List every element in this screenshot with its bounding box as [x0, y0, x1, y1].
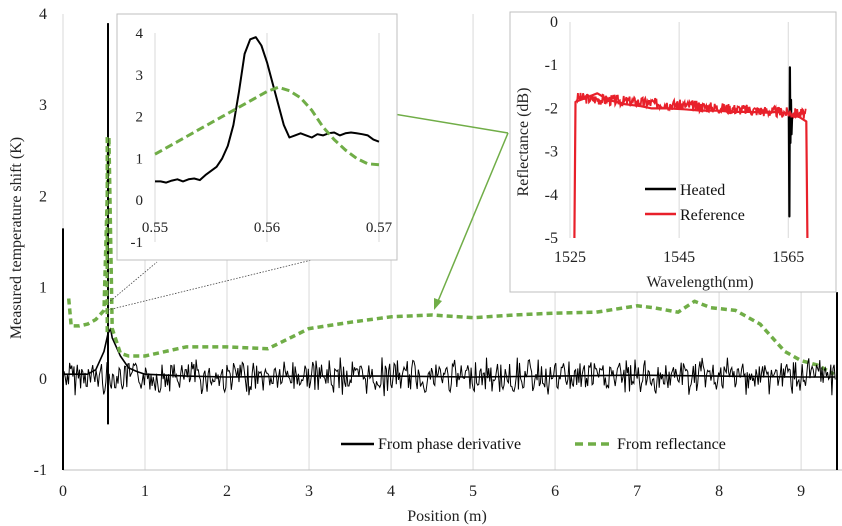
- inset-zoom-frame: [116, 13, 398, 261]
- y-tick-label: 4: [39, 6, 47, 23]
- x-tick-label: 1525: [554, 249, 586, 266]
- inset-spectrum-frame: [509, 11, 837, 293]
- x-tick-label: 0.57: [366, 220, 393, 236]
- inset-zoom-x-tick-labels: 0.55 0.56 0.57: [142, 220, 393, 236]
- x-tick-label: 7: [633, 483, 641, 500]
- series-line-0: [155, 36, 380, 184]
- x-tick-label: 0.56: [254, 220, 281, 236]
- reference-noise: [575, 92, 807, 120]
- x-tick-label: 1: [141, 483, 149, 500]
- x-tick-label: 1565: [772, 249, 804, 266]
- x-tick-label: 4: [387, 483, 395, 500]
- x-tick-label: 3: [305, 483, 313, 500]
- inset-zoom-y-tick-labels: -1 0 1 2 3 4: [131, 26, 144, 251]
- phase-noise-band: [62, 357, 836, 397]
- callout-arrow-to-trace: [435, 132, 509, 307]
- series-line-1: [66, 135, 835, 376]
- main-series: [62, 23, 838, 470]
- legend-label-phase: From phase derivative: [378, 436, 521, 453]
- zoom-connector-upper: [107, 261, 158, 304]
- main-y-axis-title: Measured temperature shift (K): [8, 137, 25, 339]
- series-line-0: [63, 327, 836, 378]
- legend-label-heated: Heated: [680, 182, 725, 199]
- x-tick-label: 2: [223, 483, 231, 500]
- inset-spectrum-legend: Heated Reference: [645, 182, 745, 224]
- inset-spectrum-y-tick-labels: 0 -1 -2 -3 -4 -5: [545, 14, 558, 247]
- y-tick-label: 4: [136, 26, 144, 42]
- y-tick-label: -1: [131, 235, 144, 251]
- y-tick-label: -1: [34, 462, 47, 479]
- inset-zoom-grid: [154, 33, 380, 242]
- x-tick-label: 1545: [663, 249, 695, 266]
- series-line-0: [787, 66, 794, 218]
- y-tick-label: -1: [545, 57, 558, 74]
- y-tick-label: -4: [545, 187, 558, 204]
- main-x-axis-title: Position (m): [407, 508, 487, 525]
- legend-label-reference: Reference: [680, 207, 745, 224]
- inset-zoom-series: [154, 36, 380, 184]
- x-tick-label: 8: [715, 483, 723, 500]
- inset-spectrum-series: [573, 66, 809, 239]
- y-tick-label: 1: [136, 151, 144, 167]
- x-tick-label: 5: [469, 483, 477, 500]
- inset-spectrum-chart: 1525 1545 1565 0-1-2-3-4-5 Wavelength(nm) …: [509, 11, 837, 293]
- x-tick-label: 6: [551, 483, 559, 500]
- y-tick-label: -5: [545, 230, 558, 247]
- y-tick-label: 0: [39, 371, 47, 388]
- y-tick-label: -2: [545, 100, 558, 117]
- inset-spectrum-x-tick-labels: 1525 1545 1565: [554, 249, 804, 266]
- inset-spectrum-x-axis-title: Wavelength(nm): [646, 274, 753, 291]
- y-tick-label: 0: [550, 14, 558, 31]
- main-legend: From phase derivative From reflectance: [341, 436, 726, 453]
- y-tick-label: 2: [136, 110, 144, 126]
- y-tick-label: 2: [39, 188, 47, 205]
- y-tick-label: 3: [39, 97, 47, 114]
- inset-spectrum-y-axis-title: Reflectance (dB): [515, 88, 532, 197]
- main-x-tick-labels: 0 1 2 3 4 5 6 7 8 9: [59, 483, 805, 500]
- main-chart: 0 1 2 3 4 5 6 7 8 9 -1 0 1 2 3 4 Position (m) Measured…: [8, 6, 842, 525]
- y-tick-label: 1: [39, 280, 47, 297]
- x-tick-label: 0: [59, 483, 67, 500]
- y-tick-label: -3: [545, 144, 558, 161]
- legend-label-reflectance: From reflectance: [617, 436, 726, 453]
- x-tick-label: 9: [797, 483, 805, 500]
- inset-zoom-chart: 0.55 0.56 0.57 -1 0 1 2 3 4: [116, 13, 398, 261]
- x-tick-label: 0.55: [142, 220, 168, 236]
- main-y-tick-labels: -1 0 1 2 3 4: [34, 6, 47, 479]
- y-tick-label: 3: [136, 68, 144, 84]
- y-tick-label: 0: [136, 193, 144, 209]
- callout-arrowhead-trace: [434, 298, 442, 310]
